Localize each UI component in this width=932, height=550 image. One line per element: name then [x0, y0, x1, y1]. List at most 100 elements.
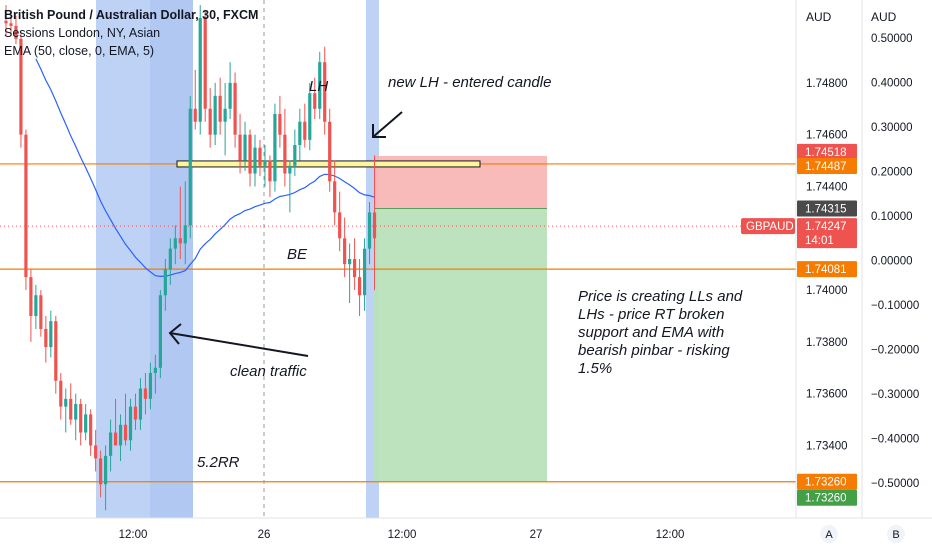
candle-41 [208, 88, 212, 148]
candle-body [278, 113, 282, 135]
candle-body [94, 445, 98, 459]
indicator-sessions[interactable]: Sessions London, NY, Asian [4, 26, 161, 40]
time-tick-2: 12:00 [388, 529, 417, 541]
annotation-be: BE [287, 246, 308, 263]
candle-52 [263, 145, 267, 187]
candle-body [288, 165, 292, 174]
candle-body [118, 424, 123, 446]
candle-body [313, 93, 317, 109]
candle-body [59, 380, 63, 407]
price-tag-last-3: 1.74247 14:01 GBPAUD [741, 218, 857, 249]
annotation-rr: 5.2RR [197, 454, 240, 471]
candle-45 [228, 62, 232, 120]
candle-14 [74, 393, 78, 441]
candle-10 [54, 315, 58, 394]
candle-58 [293, 129, 297, 177]
indicator-ema[interactable]: EMA (50, close, 0, EMA, 5) [4, 44, 155, 58]
candle-9 [49, 310, 53, 358]
price-tag-value: 1.74247 [805, 221, 847, 233]
price-axis-header: AUD [806, 10, 832, 24]
candle-46 [233, 72, 237, 148]
candle-body [253, 147, 257, 174]
candle-body [19, 38, 23, 135]
candle-body [29, 277, 33, 316]
percent-tick-9: −0.40000 [871, 434, 919, 446]
annotation-note-line-2: LHs - price RT broken [578, 306, 724, 323]
candle-64 [323, 46, 327, 135]
candle-body [153, 367, 157, 373]
candle-body [308, 93, 312, 140]
candle-body [338, 212, 342, 239]
candle-13 [69, 383, 73, 425]
candle-body [367, 212, 372, 249]
ema-50-line [35, 58, 375, 278]
candle-body [218, 95, 222, 122]
price-tag-target-6: 1.73260 [797, 489, 857, 506]
candle-12 [64, 388, 68, 433]
price-tag-ema-2: 1.74315 [797, 200, 857, 217]
candle-body [74, 404, 78, 420]
candle-body [148, 372, 153, 399]
axis-mode-a-button[interactable]: A [820, 525, 838, 543]
candle-body [113, 432, 118, 446]
candle-body [34, 295, 38, 316]
price-tag-bg [797, 473, 857, 490]
percent-tick-10: −0.50000 [871, 478, 919, 490]
candle-60 [303, 103, 307, 148]
candle-body [263, 160, 267, 166]
candle-body [303, 121, 307, 140]
percent-tick-4: 0.10000 [871, 211, 913, 223]
candle-49 [248, 129, 252, 187]
axis-mode-b-button[interactable]: B [887, 525, 905, 543]
candle-body [99, 458, 103, 485]
arrow-clean-traffic [168, 323, 309, 357]
candle-body [64, 398, 68, 407]
price-tag-value: 1.73260 [805, 493, 847, 505]
candle-31 [158, 290, 162, 379]
price-tick-3: 1.74000 [806, 285, 848, 297]
candle-body [213, 95, 217, 135]
symbol-tag-label[interactable]: GBPAUD [746, 221, 794, 233]
price-tick-2: 1.74400 [806, 181, 848, 193]
price-tag-value: 1.74315 [805, 203, 847, 215]
candle-body [273, 113, 277, 182]
candle-body [238, 134, 242, 161]
candle-61 [308, 82, 312, 151]
price-tag-value: 1.74487 [805, 161, 847, 173]
candle-19 [99, 450, 103, 498]
svg-text:B: B [892, 529, 899, 541]
candle-body [138, 388, 143, 420]
candle-body [183, 225, 187, 244]
candle-63 [318, 51, 322, 120]
price-tag-bg [797, 218, 857, 249]
candle-body [357, 277, 362, 296]
candle-5 [29, 269, 33, 342]
candle-body [348, 259, 352, 265]
candle-body [123, 424, 128, 441]
candle-body [283, 134, 287, 174]
candle-25 [128, 398, 133, 451]
candle-body [328, 121, 332, 182]
annotation-lh: LH [309, 78, 328, 95]
candle-0 [4, 5, 8, 37]
candle-66 [333, 160, 337, 226]
candle-71 [357, 259, 362, 316]
annotation-new-lh: new LH - entered candle [388, 74, 551, 91]
symbol-title[interactable]: British Pound / Australian Dollar, 30, F… [4, 8, 259, 22]
candle-30 [153, 354, 157, 394]
price-tag-level-4: 1.74081 [797, 261, 857, 278]
price-tag-bg [797, 200, 857, 217]
candle-62 [313, 77, 317, 120]
candle-57 [288, 160, 292, 213]
symbol-tag-bg[interactable] [741, 218, 795, 235]
candle-body [143, 388, 148, 399]
price-tag-level-5: 1.73260 [797, 473, 857, 490]
candle-16 [84, 404, 88, 441]
candle-17 [89, 409, 93, 456]
candle-8 [44, 315, 48, 363]
annotations: LH new LH - entered candle BE clean traf… [168, 74, 743, 471]
candle-20 [104, 445, 108, 511]
candle-body [323, 62, 327, 122]
candle-29 [148, 362, 153, 410]
